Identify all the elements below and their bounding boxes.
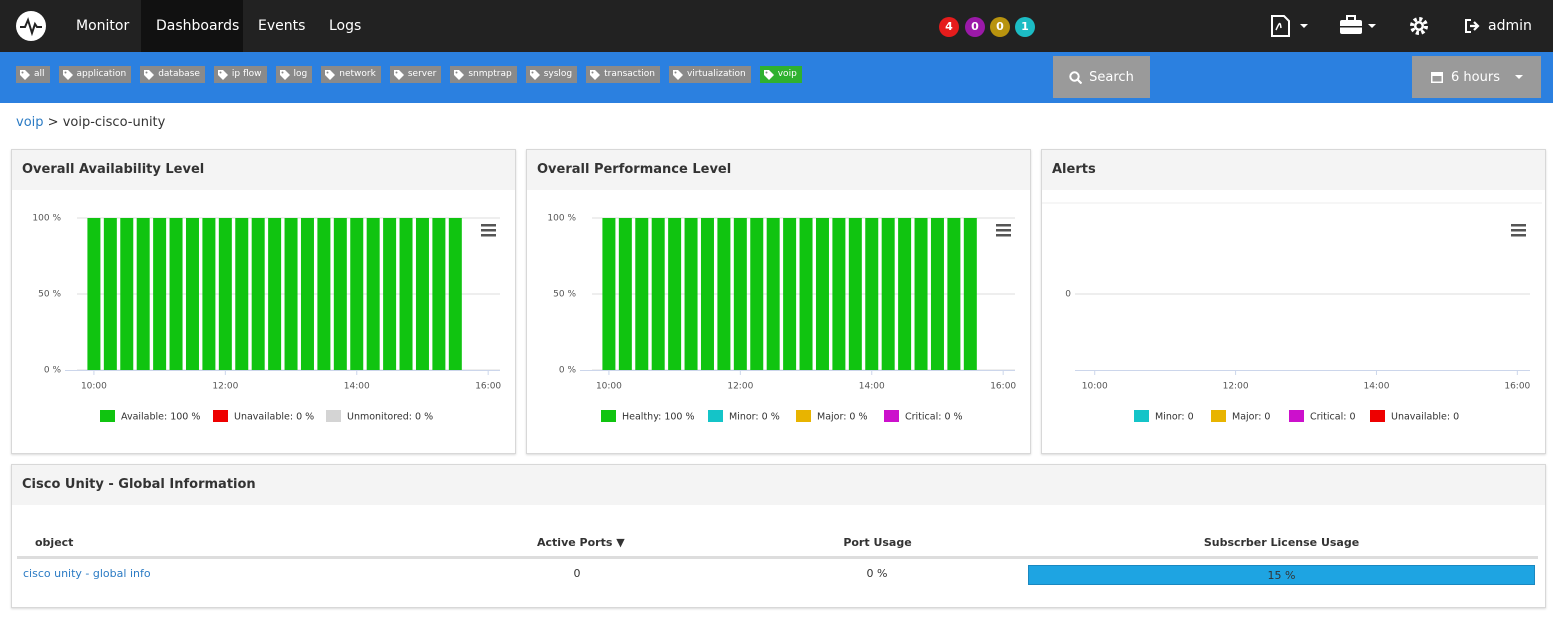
tag-label: log: [293, 69, 308, 79]
tag-filter[interactable]: voip: [759, 66, 802, 83]
tag-label: snmptrap: [468, 69, 512, 79]
nav-item[interactable]: Dashboards: [141, 0, 243, 52]
tag-label: voip: [777, 69, 797, 79]
tag-icon: [454, 69, 465, 80]
column-header[interactable]: Active Ports ▼: [537, 536, 625, 549]
column-label: Active Ports: [537, 536, 613, 549]
tag-label: database: [158, 69, 200, 79]
tag-filter[interactable]: snmptrap: [450, 66, 517, 83]
time-range-label: 6 hours: [1451, 69, 1500, 85]
badge[interactable]: 1: [1015, 17, 1035, 37]
tag-filter[interactable]: syslog: [525, 66, 578, 83]
pdf-menu[interactable]: [1270, 15, 1310, 37]
tools-menu[interactable]: [1339, 15, 1379, 37]
user-menu[interactable]: admin: [1488, 18, 1532, 34]
panel-title: Overall Availability Level: [12, 150, 515, 190]
search-label: Search: [1089, 69, 1134, 85]
tag-icon: [529, 69, 540, 80]
time-range-button[interactable]: 6 hours: [1412, 56, 1541, 98]
tag-icon: [590, 69, 601, 80]
tag-label: virtualization: [686, 69, 746, 79]
search-button[interactable]: Search: [1053, 56, 1150, 98]
tag-icon: [393, 69, 404, 80]
tag-icon: [279, 69, 290, 80]
tag-icon: [325, 69, 336, 80]
tag-label: all: [34, 69, 45, 79]
caret: [1514, 74, 1523, 79]
breadcrumb: voip > voip-cisco-unity: [16, 115, 165, 130]
settings[interactable]: [1408, 15, 1430, 37]
tag-icon: [763, 69, 774, 80]
panel-title: Cisco Unity - Global Information: [12, 465, 1545, 505]
license-usage-bar: 15 %: [1028, 565, 1535, 585]
nav-item[interactable]: Monitor: [76, 18, 130, 34]
tag-icon: [217, 69, 228, 80]
top-nav: Monitor Dashboards Events Logs 4 0 0 1 a…: [0, 0, 1553, 52]
column-header[interactable]: Subscrber License Usage: [1203, 536, 1360, 549]
panel-title: Alerts: [1042, 150, 1545, 190]
tag-bar: all application database ip flow log network s…: [0, 52, 1553, 103]
calendar-icon: [1431, 72, 1444, 83]
panel: Overall Availability Level: [11, 149, 516, 454]
table-cell-link[interactable]: cisco unity - global info: [23, 567, 151, 580]
panel-title: Overall Performance Level: [527, 150, 1030, 190]
column-header[interactable]: object: [35, 536, 74, 549]
breadcrumb-current: voip-cisco-unity: [62, 115, 166, 130]
tag-filter[interactable]: ip flow: [213, 66, 267, 83]
table-cell: 0: [573, 567, 581, 580]
panel: Overall Performance Level: [526, 149, 1031, 454]
column-header[interactable]: Port Usage: [843, 536, 912, 549]
badge[interactable]: 0: [990, 17, 1010, 37]
panel: Alerts: [1041, 149, 1546, 454]
tag-filter[interactable]: log: [275, 66, 313, 83]
tag-filter[interactable]: all: [16, 66, 50, 83]
tag-filter[interactable]: server: [389, 66, 442, 83]
tag-filter[interactable]: network: [321, 66, 381, 83]
tag-label: syslog: [543, 69, 573, 79]
tag-list: all application database ip flow log network s…: [16, 66, 802, 83]
tag-label: network: [339, 69, 376, 79]
tag-filter[interactable]: application: [58, 66, 132, 83]
tag-icon: [672, 69, 683, 80]
tag-label: server: [407, 69, 437, 79]
tag-icon: [62, 69, 73, 80]
tag-filter[interactable]: transaction: [586, 66, 660, 83]
tag-icon: [144, 69, 155, 80]
logo[interactable]: [15, 10, 47, 42]
logout-icon[interactable]: [1464, 18, 1482, 34]
tag-filter[interactable]: database: [140, 66, 205, 83]
badge[interactable]: 4: [939, 17, 959, 37]
nav-item[interactable]: Logs: [329, 18, 362, 34]
table-cell: 0 %: [866, 567, 888, 580]
tag-icon: [20, 69, 30, 80]
tag-filter[interactable]: virtualization: [668, 66, 751, 83]
breadcrumb-separator: >: [47, 115, 59, 130]
search-icon: [1069, 70, 1083, 84]
tag-label: application: [76, 69, 127, 79]
tag-label: transaction: [604, 69, 655, 79]
sort-indicator: ▼: [616, 536, 625, 549]
header-rule: [17, 556, 1538, 559]
breadcrumb-link[interactable]: voip: [16, 115, 44, 130]
badge[interactable]: 0: [965, 17, 985, 37]
tag-label: ip flow: [231, 69, 262, 79]
nav-item[interactable]: Events: [258, 18, 306, 34]
